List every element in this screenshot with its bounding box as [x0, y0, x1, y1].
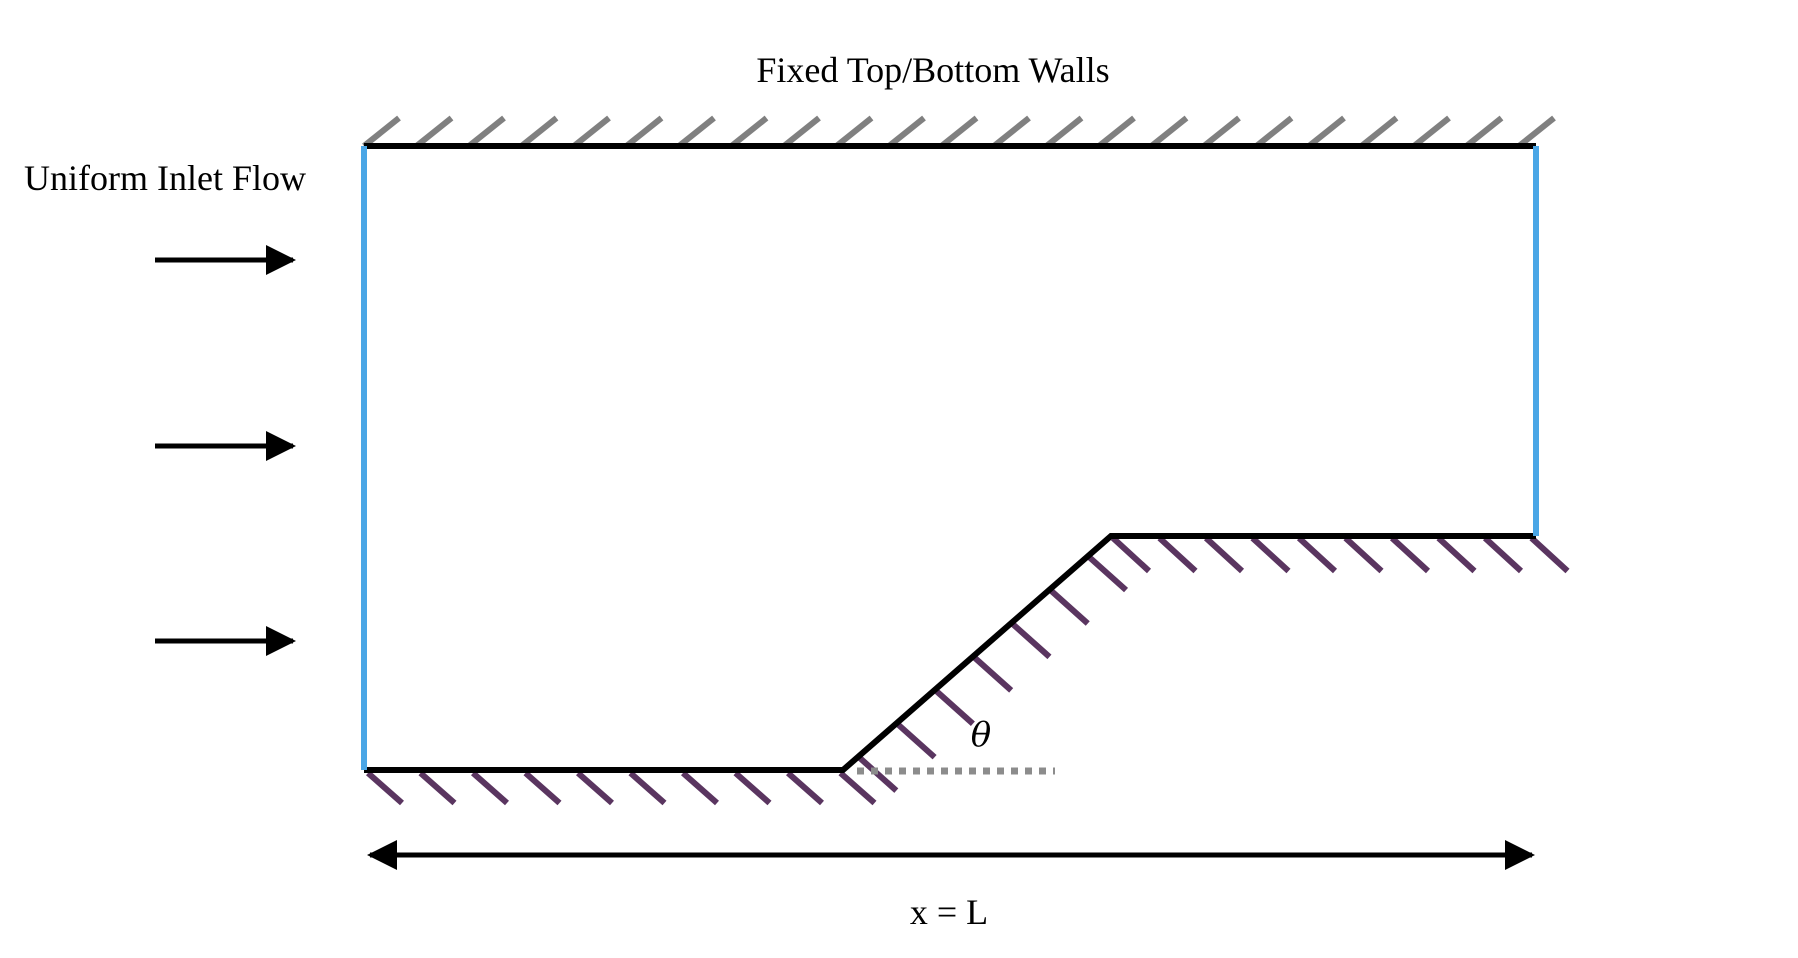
top-hatch — [624, 115, 664, 149]
ramp-hatch — [1009, 620, 1052, 660]
top-hatch — [467, 115, 506, 149]
raised-hatch — [1343, 535, 1384, 574]
top-hatch — [572, 115, 611, 149]
angle-theta-label: θ — [971, 715, 991, 755]
top-hatch — [414, 115, 454, 149]
bottom-hatch — [628, 770, 667, 806]
top-hatch — [834, 115, 874, 149]
top-hatch — [1412, 115, 1451, 149]
top-hatch — [1044, 115, 1084, 149]
ramp-hatch — [894, 720, 937, 760]
raised-hatch — [1389, 535, 1431, 574]
top-hatch — [1359, 115, 1399, 149]
raised-hatch — [1203, 535, 1245, 574]
top-hatch — [362, 115, 401, 149]
ramp-hatch — [971, 654, 1014, 693]
inlet-flow-label: Uniform Inlet Flow — [24, 158, 306, 198]
length-label: x = L — [910, 892, 988, 932]
top-hatch — [1202, 115, 1241, 149]
bottom-hatch — [733, 770, 772, 806]
top-hatch — [1149, 115, 1189, 149]
raised-hatch — [1110, 535, 1152, 574]
top-hatch — [519, 115, 559, 149]
top-hatch — [887, 115, 926, 149]
ramp-hatch — [932, 687, 975, 727]
top-hatch — [1307, 115, 1346, 149]
top-walls-label: Fixed Top/Bottom Walls — [756, 50, 1109, 90]
bottom-hatch — [681, 770, 719, 806]
raised-hatch — [1529, 535, 1570, 574]
bottom-hatch — [786, 770, 824, 806]
inlet-flow-arrows — [155, 245, 296, 656]
top-hatch — [939, 115, 979, 149]
top-hatch — [1254, 115, 1294, 149]
bottom-hatch — [576, 770, 614, 806]
raised-hatch — [1157, 535, 1198, 574]
top-hatch — [729, 115, 769, 149]
raised-hatch — [1296, 535, 1338, 574]
top-hatch — [992, 115, 1031, 149]
ramp-hatch — [1047, 587, 1090, 626]
top-hatch — [782, 115, 821, 149]
raised-hatch — [1250, 535, 1291, 574]
bottom-hatch — [523, 770, 562, 806]
top-hatch — [1517, 115, 1556, 149]
raised-hatch — [1436, 535, 1477, 574]
ramp-hatch — [1086, 553, 1129, 593]
bottom-hatch — [838, 770, 877, 806]
bottom-wall-hatching — [366, 535, 1570, 806]
bottom-wall-step — [364, 533, 1536, 773]
top-hatch — [1464, 115, 1504, 149]
bottom-hatch — [471, 770, 509, 806]
top-wall-hatching — [362, 115, 1556, 149]
bottom-hatch — [366, 770, 404, 806]
top-hatch — [1097, 115, 1136, 149]
top-hatch — [677, 115, 716, 149]
bottom-hatch — [418, 770, 457, 806]
raised-hatch — [1482, 535, 1524, 574]
